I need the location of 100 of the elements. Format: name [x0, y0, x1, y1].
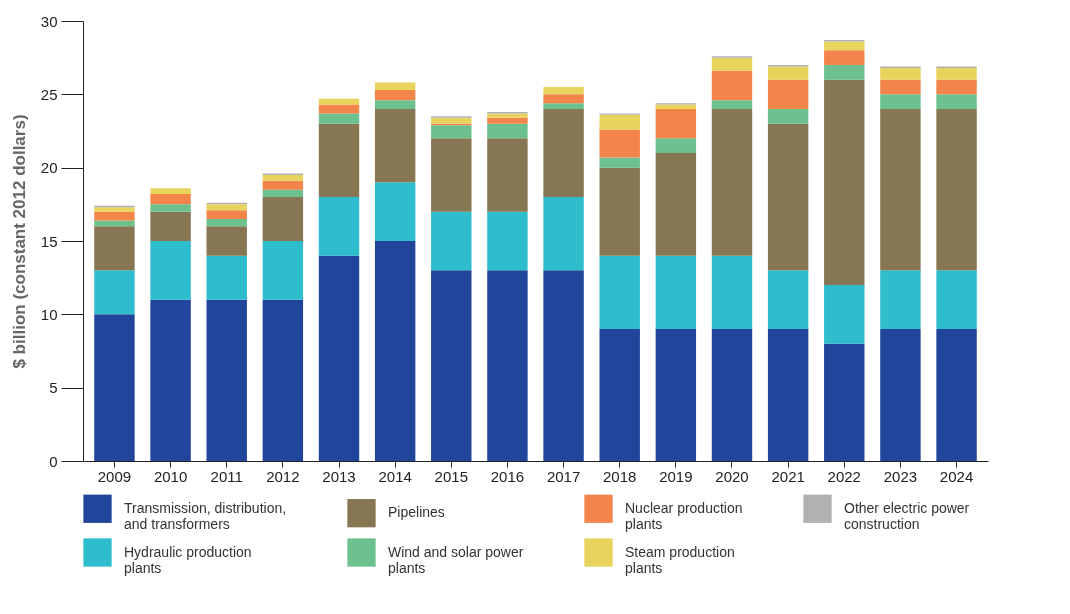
bar	[767, 109, 809, 124]
bar	[711, 57, 753, 71]
bar	[599, 157, 640, 168]
y-tick-label: 10	[40, 305, 58, 323]
bar	[206, 204, 247, 211]
x-tick-label: 2013	[322, 467, 356, 485]
x-tick-label: 2011	[210, 467, 243, 485]
bar	[431, 138, 472, 212]
bar	[880, 109, 921, 271]
bar	[543, 109, 584, 197]
bar	[94, 220, 135, 227]
bar	[711, 100, 753, 109]
bar	[767, 270, 809, 329]
bar	[655, 153, 697, 256]
y-axis-title: $ billion (constant 2012 dollars)	[9, 114, 29, 369]
bar	[206, 219, 247, 227]
bar	[880, 270, 921, 329]
bar	[150, 211, 191, 241]
bar	[767, 329, 809, 461]
bar	[711, 255, 753, 329]
bar	[206, 255, 247, 300]
bar	[487, 138, 528, 212]
legend-label: Hydraulic production plants	[124, 543, 252, 576]
bar	[262, 299, 304, 461]
bar	[374, 182, 416, 241]
bar	[318, 98, 360, 105]
legend-label: Nuclear production plants	[625, 499, 743, 532]
bar	[262, 180, 304, 190]
x-tick-label: 2012	[266, 467, 300, 485]
bar	[599, 114, 640, 130]
legend-label: Pipelines	[388, 504, 445, 521]
bar	[150, 241, 191, 300]
bar	[880, 67, 921, 80]
bar	[543, 197, 584, 271]
bar	[487, 113, 528, 118]
legend-label: Steam production plants	[625, 543, 735, 576]
bar	[374, 241, 416, 461]
bar	[655, 329, 697, 461]
bar	[655, 109, 697, 139]
bar	[543, 103, 584, 109]
bar	[543, 270, 584, 461]
x-tick-label: 2018	[603, 467, 637, 485]
x-tick-label: 2017	[546, 467, 581, 485]
legend-label: Wind and solar power plants	[388, 543, 524, 576]
y-tick-label: 15	[40, 232, 58, 250]
bar	[936, 270, 977, 329]
legend-label: Transmission, distribution, and transformers	[124, 499, 287, 532]
bar	[936, 109, 977, 271]
bar	[431, 117, 472, 124]
bar	[94, 207, 135, 212]
x-tick-label: 2022	[827, 467, 861, 485]
bar	[262, 241, 304, 300]
bar	[150, 188, 191, 195]
legend-label: Other electric power construction	[844, 499, 970, 532]
bar	[431, 270, 472, 461]
bar	[543, 94, 584, 104]
bar	[487, 270, 528, 461]
x-tick-label: 2019	[659, 467, 693, 485]
x-tick-label: 2020	[715, 467, 749, 485]
bar	[599, 329, 640, 461]
bar	[655, 255, 697, 329]
bar	[936, 79, 977, 95]
bar	[824, 343, 865, 461]
bar	[487, 211, 528, 271]
bar	[487, 123, 528, 139]
x-tick-label: 2009	[97, 467, 132, 485]
bar	[936, 94, 977, 109]
bar	[150, 194, 191, 205]
bar	[711, 109, 753, 256]
x-tick-label: 2016	[490, 467, 525, 485]
bar	[94, 211, 135, 221]
y-tick-label: 0	[49, 452, 58, 470]
bar	[374, 109, 416, 183]
bar	[150, 299, 191, 461]
bar	[880, 79, 921, 95]
bar	[94, 314, 135, 461]
bar	[824, 65, 865, 80]
bar	[318, 113, 360, 124]
bar	[374, 100, 416, 109]
bar	[599, 167, 640, 256]
bar	[318, 123, 360, 197]
bar	[655, 138, 697, 153]
bar	[318, 197, 360, 256]
bar	[374, 82, 416, 90]
bar	[431, 211, 472, 271]
bar	[150, 204, 191, 212]
bar	[487, 117, 528, 124]
bar	[262, 197, 304, 241]
bar	[767, 79, 809, 109]
x-tick-label: 2023	[883, 467, 918, 485]
bar	[599, 255, 640, 329]
bar	[318, 104, 360, 114]
bar	[655, 104, 697, 109]
y-tick-label: 5	[49, 379, 58, 397]
bar	[206, 226, 247, 256]
bar	[767, 66, 809, 80]
x-tick-label: 2015	[434, 467, 468, 485]
x-tick-label: 2010	[153, 467, 188, 485]
bar	[431, 125, 472, 139]
x-tick-label: 2024	[939, 467, 974, 485]
